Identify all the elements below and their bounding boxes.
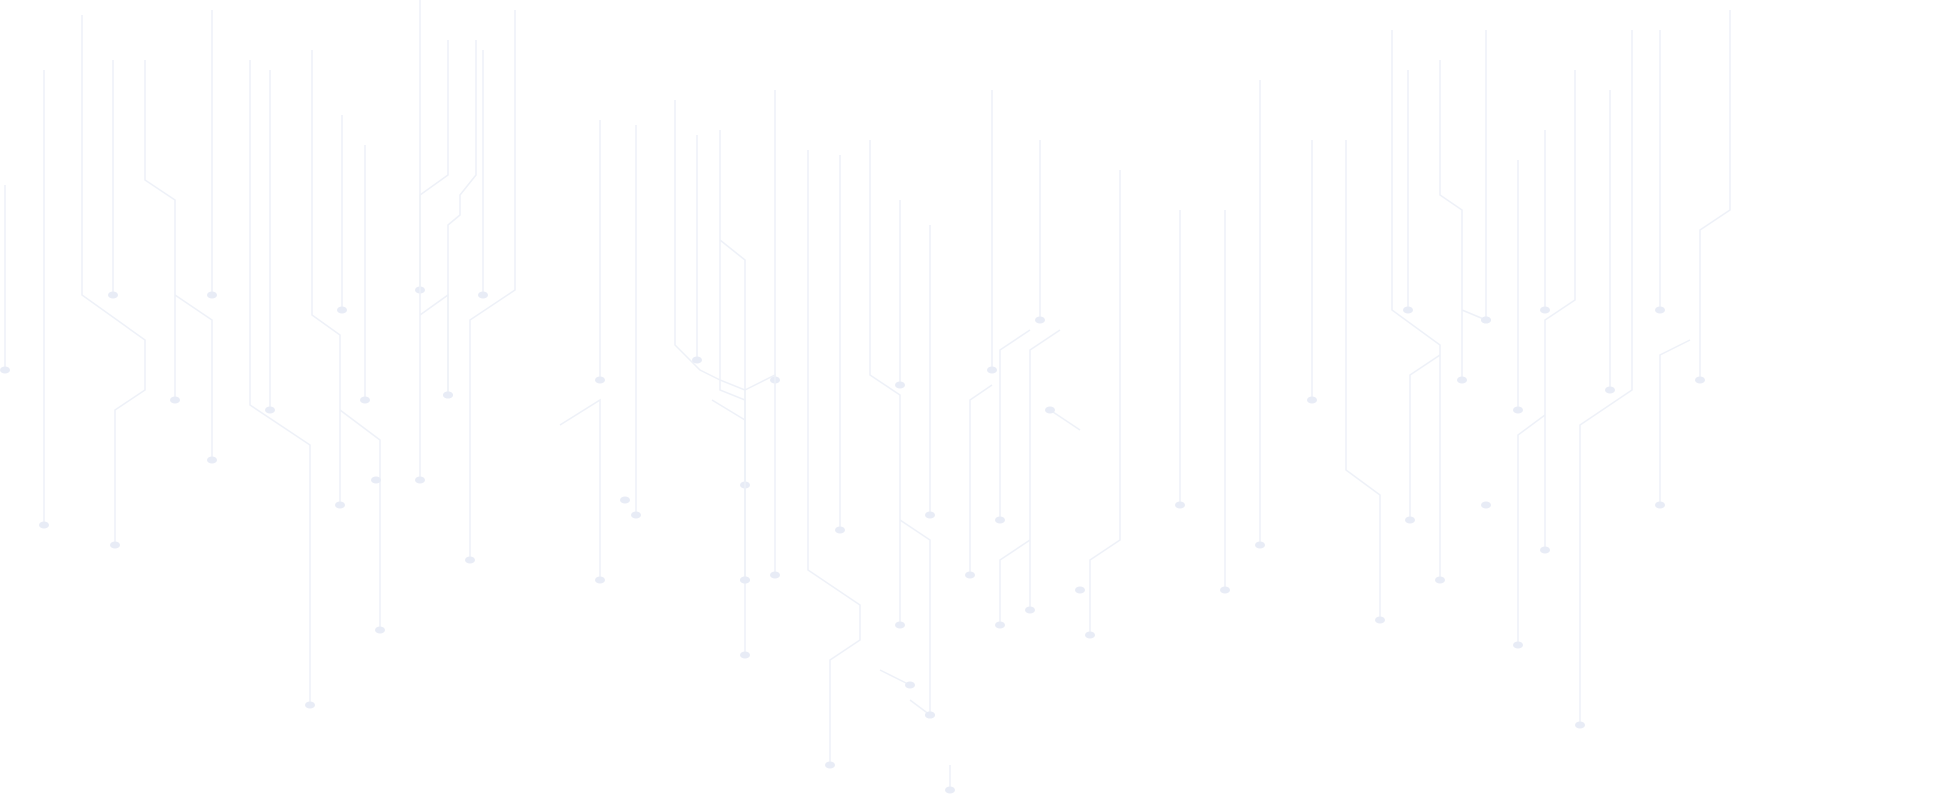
circuit-node-dot bbox=[965, 571, 975, 579]
circuit-node-dot bbox=[0, 366, 10, 374]
circuit-node-dot bbox=[1220, 586, 1230, 594]
circuit-trace bbox=[1544, 70, 1576, 550]
circuit-node-dot bbox=[1435, 576, 1445, 584]
circuit-node-dot bbox=[265, 406, 275, 414]
circuit-node-dot bbox=[375, 626, 385, 634]
circuit-node-dot bbox=[1375, 616, 1385, 624]
circuit-trace bbox=[339, 409, 381, 630]
circuit-trace bbox=[1699, 10, 1731, 380]
circuit-trace bbox=[807, 150, 861, 765]
circuit-node-dot bbox=[905, 681, 915, 689]
circuit-node-dot bbox=[620, 496, 630, 504]
circuit-trace bbox=[311, 50, 341, 505]
circuit-trace bbox=[899, 519, 931, 715]
circuit-node-dot bbox=[1605, 386, 1615, 394]
circuit-trace bbox=[999, 329, 1031, 520]
circuit-trace bbox=[447, 40, 477, 395]
circuit-node-dot bbox=[1035, 316, 1045, 324]
circuit-node-dot bbox=[39, 521, 49, 529]
circuit-node-dot bbox=[995, 621, 1005, 629]
circuit-node-dot bbox=[895, 381, 905, 389]
circuit-trace bbox=[144, 60, 176, 400]
circuit-node-dot bbox=[110, 541, 120, 549]
circuit-node-dot bbox=[371, 476, 381, 484]
circuit-node-dot bbox=[825, 761, 835, 769]
circuit-node-dot bbox=[925, 711, 935, 719]
circuit-node-dot bbox=[108, 291, 118, 299]
circuit-node-dot bbox=[1655, 501, 1665, 509]
circuit-node-dot bbox=[465, 556, 475, 564]
circuit-node-dot bbox=[1481, 501, 1491, 509]
circuit-node-dot bbox=[595, 576, 605, 584]
circuit-trace bbox=[869, 140, 901, 625]
circuit-node-dot bbox=[1575, 721, 1585, 729]
circuit-node-dot bbox=[631, 511, 641, 519]
circuit-trace bbox=[469, 10, 516, 560]
circuit-trace bbox=[719, 130, 746, 580]
circuit-trace bbox=[419, 293, 449, 395]
circuit-node-dot bbox=[1540, 306, 1550, 314]
circuit-node-dot bbox=[337, 306, 347, 314]
circuit-node-dot bbox=[1307, 396, 1317, 404]
circuit-node-dot bbox=[740, 576, 750, 584]
circuit-trace bbox=[999, 539, 1031, 625]
circuit-trace bbox=[1391, 30, 1441, 580]
circuit-trace bbox=[1659, 339, 1691, 505]
circuit-trace bbox=[174, 294, 213, 460]
circuit-trace bbox=[1345, 140, 1381, 620]
circuit-node-dot bbox=[895, 621, 905, 629]
circuit-trace bbox=[1029, 329, 1061, 610]
circuit-trace bbox=[674, 100, 746, 655]
circuit-node-dot bbox=[415, 476, 425, 484]
circuit-node-dot bbox=[1695, 376, 1705, 384]
circuit-node-dot bbox=[1481, 316, 1491, 324]
circuit-trace bbox=[419, 40, 449, 480]
circuit-node-dot bbox=[1045, 406, 1055, 414]
circuit-trace bbox=[969, 384, 993, 575]
circuit-node-dot bbox=[360, 396, 370, 404]
circuit-node-dot bbox=[1540, 546, 1550, 554]
circuit-node-dot bbox=[478, 291, 488, 299]
circuit-node-dot bbox=[170, 396, 180, 404]
circuit-trace bbox=[1439, 60, 1463, 380]
circuit-node-dot bbox=[595, 376, 605, 384]
circuit-trace bbox=[1579, 30, 1633, 725]
circuit-node-dot bbox=[443, 391, 453, 399]
circuit-node-dot bbox=[1457, 376, 1467, 384]
circuit-node-dot bbox=[987, 366, 997, 374]
circuit-trace bbox=[1517, 414, 1546, 645]
circuit-node-dot bbox=[1085, 631, 1095, 639]
circuit-trace bbox=[719, 240, 746, 485]
circuit-trace bbox=[744, 373, 776, 575]
circuit-node-dot bbox=[835, 526, 845, 534]
circuit-trace bbox=[1049, 409, 1081, 431]
circuit-trace bbox=[249, 60, 311, 705]
circuit-node-dot bbox=[1075, 586, 1085, 594]
circuit-node-dot bbox=[692, 356, 702, 364]
circuit-node-dot bbox=[335, 501, 345, 509]
circuit-node-dot bbox=[1403, 306, 1413, 314]
circuit-node-dot bbox=[1025, 606, 1035, 614]
circuit-node-dot bbox=[945, 786, 955, 794]
circuit-node-dot bbox=[1655, 306, 1665, 314]
circuit-node-dot bbox=[305, 701, 315, 709]
circuit-node-dot bbox=[925, 511, 935, 519]
circuit-node-dot bbox=[770, 571, 780, 579]
circuit-node-dot bbox=[1513, 641, 1523, 649]
circuit-node-dot bbox=[207, 456, 217, 464]
circuit-node-dot bbox=[1513, 406, 1523, 414]
circuit-trace bbox=[81, 15, 146, 545]
circuit-node-dot bbox=[207, 291, 217, 299]
circuit-node-dot bbox=[1405, 516, 1415, 524]
circuit-trace bbox=[879, 669, 911, 686]
circuit-trace bbox=[1089, 170, 1121, 635]
circuit-node-dot bbox=[740, 651, 750, 659]
circuit-trace bbox=[711, 399, 746, 580]
circuit-node-dot bbox=[1175, 501, 1185, 509]
circuit-node-dot bbox=[1255, 541, 1265, 549]
circuit-trace bbox=[1409, 354, 1441, 520]
circuit-node-dot bbox=[995, 516, 1005, 524]
circuit-trace bbox=[559, 398, 601, 580]
